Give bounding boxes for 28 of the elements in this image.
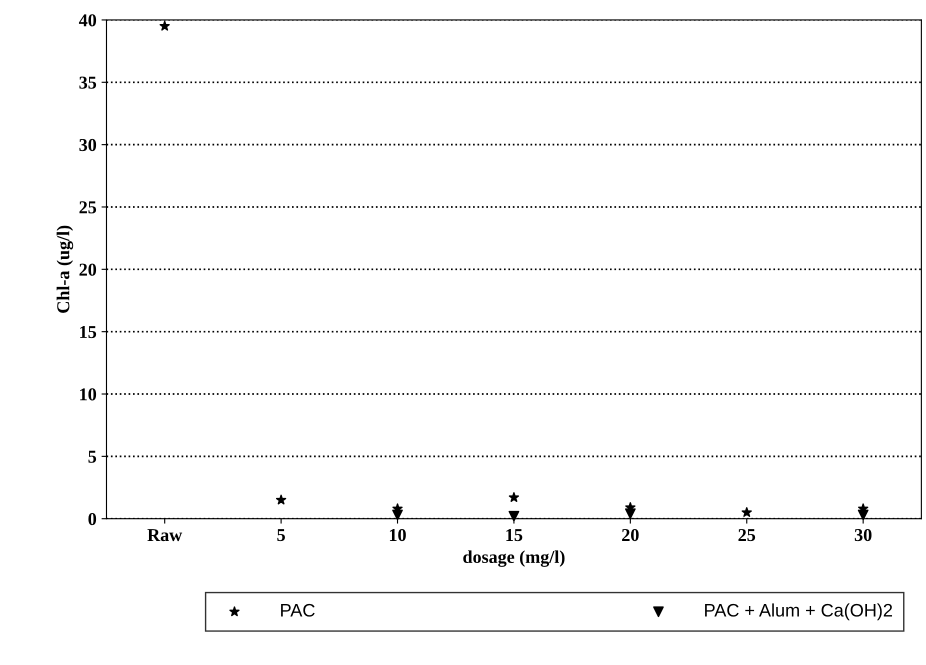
y-tick-label: 5	[88, 450, 96, 463]
point	[624, 508, 636, 520]
point	[858, 510, 869, 520]
y-tick-label: 30	[79, 138, 96, 152]
y-tick-label: 40	[78, 14, 96, 26]
y-tick-label: 25	[79, 201, 96, 214]
point	[508, 492, 520, 502]
x-tick-label: 15	[506, 529, 522, 542]
point	[160, 20, 170, 31]
point	[392, 510, 403, 520]
x-tick-label: 20	[622, 528, 639, 542]
y-tick-label: 10	[80, 388, 96, 400]
x-tick-label: Raw	[147, 529, 182, 542]
x-tick-label: 5	[277, 529, 285, 542]
y-tick-label: 0	[88, 512, 96, 526]
point	[276, 494, 286, 504]
x-tick-label: 30	[854, 528, 872, 542]
y-axis-title: Chl-a (ug/l)	[56, 226, 74, 313]
x-tick-label: 10	[390, 528, 406, 542]
legend-label: PAC	[281, 604, 315, 617]
x-axis-title: dosage (mg/l)	[463, 550, 565, 567]
point	[742, 507, 752, 517]
y-tick-label: 15	[80, 326, 96, 338]
y-tick-label: 35	[79, 76, 96, 89]
point	[508, 510, 520, 522]
y-tick-label: 20	[79, 264, 96, 276]
legend-label: PAC + Alum + Ca(OH)2	[705, 603, 892, 620]
x-tick-label: 25	[738, 528, 756, 542]
